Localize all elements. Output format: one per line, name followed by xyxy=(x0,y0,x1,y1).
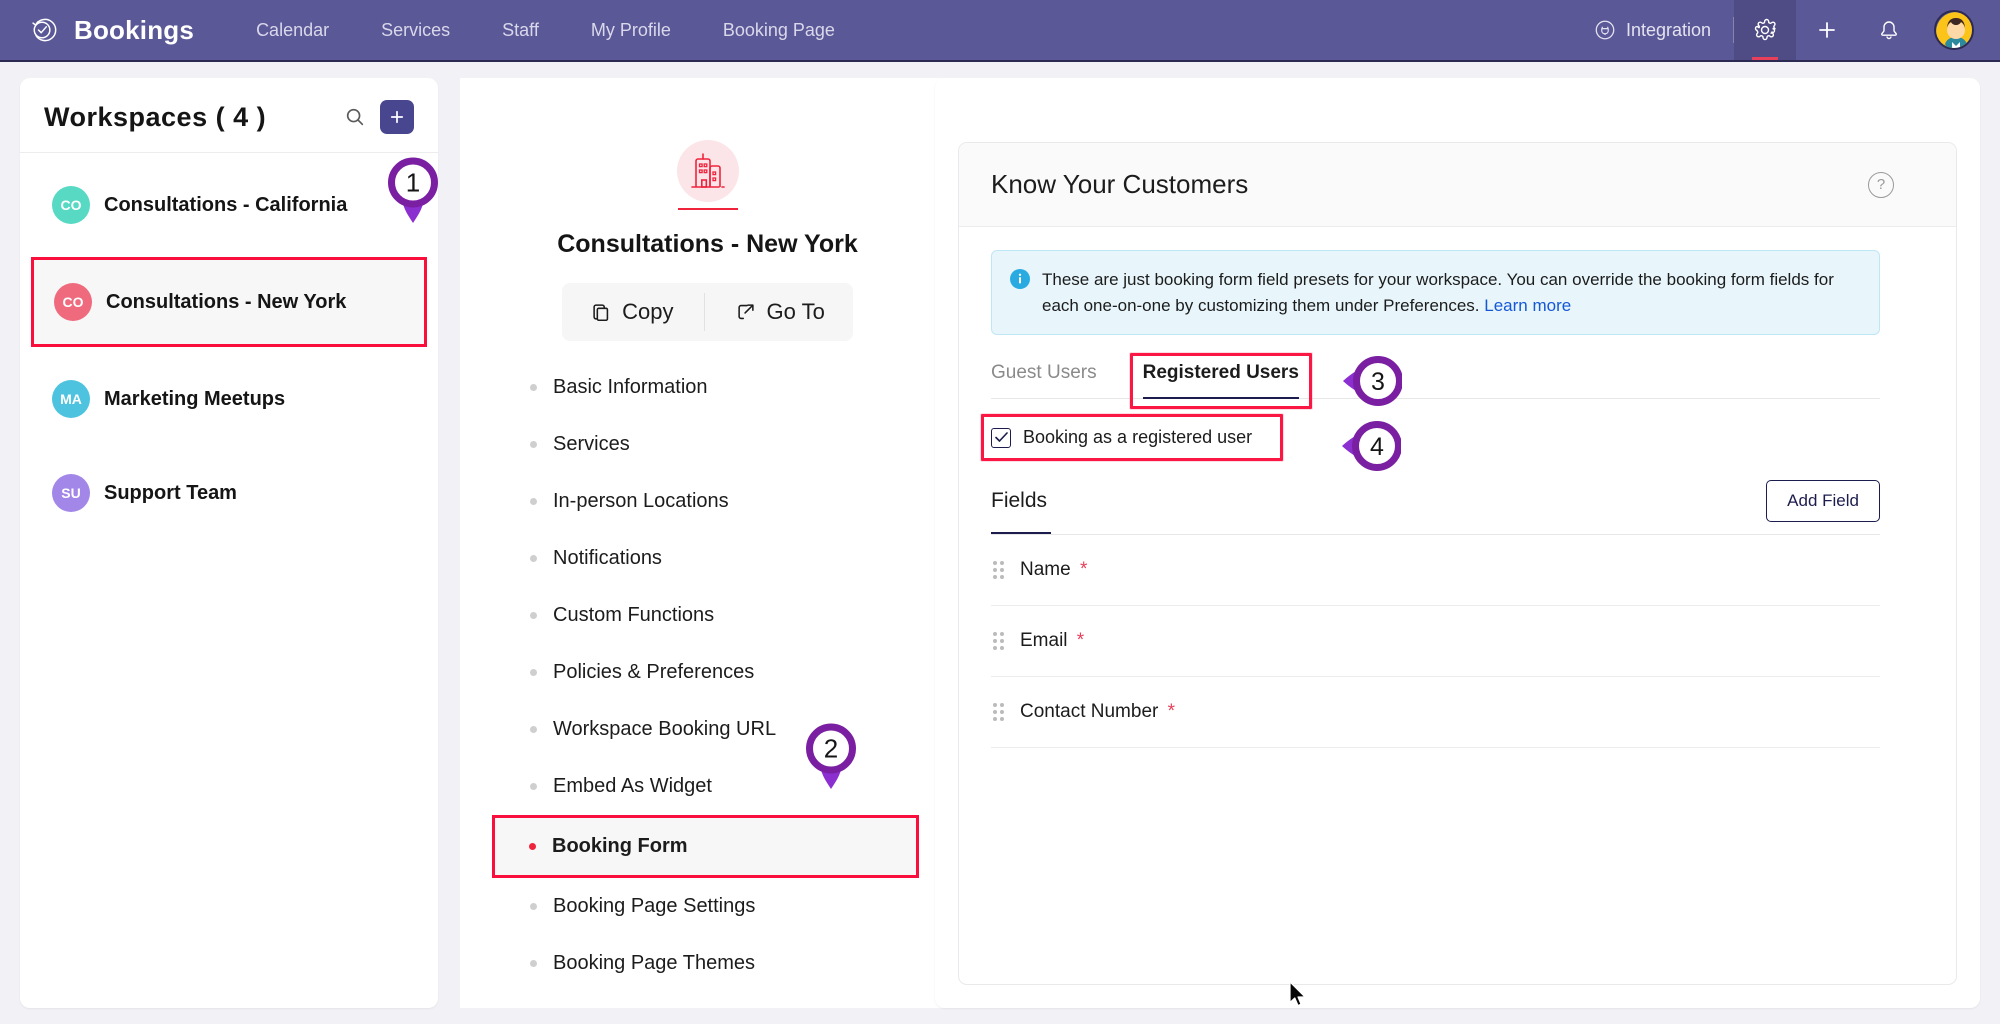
svg-text:3: 3 xyxy=(1371,368,1385,396)
svg-text:4: 4 xyxy=(1370,433,1384,461)
svg-text:1: 1 xyxy=(406,168,420,198)
